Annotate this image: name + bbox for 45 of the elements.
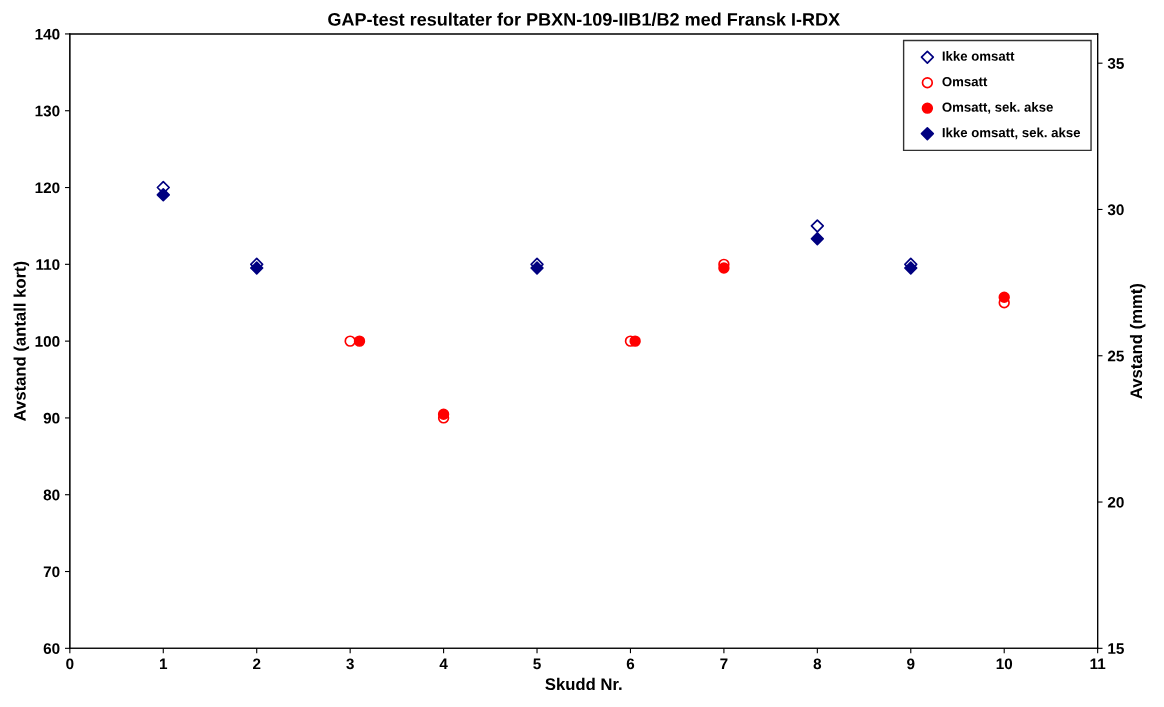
point [998, 291, 1010, 303]
y2-tick-label: 30 [1107, 204, 1124, 216]
point [353, 335, 366, 347]
x-tick-label: 9 [907, 658, 915, 670]
y-tick-label: 130 [35, 105, 60, 117]
legend-label: Omsatt [942, 76, 988, 87]
y2-tick-label: 35 [1107, 58, 1124, 69]
x-tick-label: 5 [533, 658, 541, 670]
point [810, 232, 825, 246]
point [718, 262, 730, 274]
y-tick-label: 90 [43, 412, 60, 424]
x-tick-label: 1 [159, 658, 168, 670]
x-tick-label: 6 [626, 658, 635, 670]
x-tick-label: 2 [253, 658, 261, 670]
x-tick-label: 8 [813, 658, 822, 670]
y-tick-label: 60 [43, 643, 60, 655]
y2-axis-title: Avstand (mmt) [1129, 283, 1146, 399]
legend-label: Ikke omsatt, sek. akse [942, 127, 1081, 140]
y-tick-label: 70 [43, 566, 60, 578]
x-tick-label: 7 [720, 658, 728, 670]
point [156, 188, 171, 202]
x-tick-label: 11 [1090, 658, 1106, 670]
legend-label: Ikke omsatt [942, 51, 1015, 61]
y-tick-label: 80 [43, 489, 60, 501]
x-axis-title: Skudd Nr. [545, 677, 622, 691]
y-tick-label: 140 [35, 28, 60, 40]
legend-label: Omsatt, sek. akse [942, 102, 1053, 114]
point [629, 335, 641, 347]
x-tick-label: 4 [439, 658, 448, 670]
y-tick-label: 100 [35, 336, 60, 347]
chart-title: GAP-test resultater for PBXN-109-IIB1/B2 med Fransk I-RDX [328, 12, 840, 26]
x-tick-label: 3 [346, 658, 354, 670]
point [437, 408, 450, 420]
point [904, 261, 918, 275]
point [530, 261, 544, 275]
x-tick-label: 0 [66, 658, 74, 670]
x-tick-label: 10 [996, 658, 1013, 670]
y-tick-label: 110 [36, 259, 60, 271]
y-axis-title: Avstand (antall kort) [13, 261, 30, 421]
y2-tick-label: 25 [1107, 350, 1124, 362]
y2-tick-label: 15 [1108, 643, 1124, 655]
y2-tick-label: 20 [1107, 496, 1124, 508]
y-tick-label: 120 [35, 182, 60, 194]
point [810, 219, 825, 233]
point [249, 261, 264, 275]
